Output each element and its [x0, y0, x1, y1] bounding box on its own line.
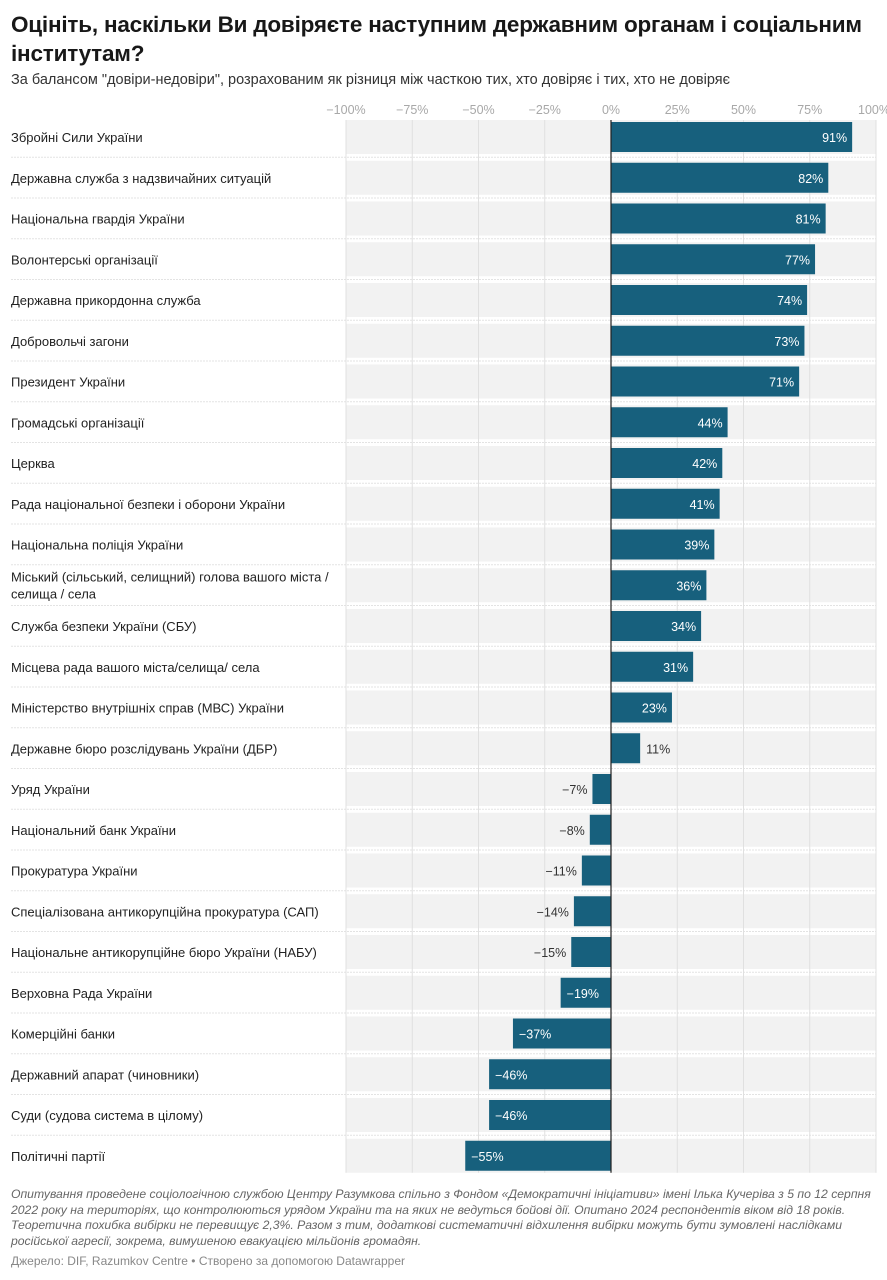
value-label: −15%	[534, 946, 566, 960]
category-label: Державне бюро розслідувань України (ДБР)	[11, 741, 277, 756]
bar-chart: −100% −75% −50% −25% 0% 25% 50% 75% 100% Збройні …	[11, 103, 887, 1173]
category-label: Уряд України	[11, 782, 90, 797]
x-tick-label: 0%	[602, 103, 620, 117]
chart-title: Оцініть, наскільки Ви довіряєте наступни…	[11, 12, 862, 66]
chart-notes: Опитування проведене соціологічною служб…	[11, 1187, 871, 1248]
bar	[611, 285, 808, 315]
category-label: Прокуратура України	[11, 864, 138, 879]
bar	[611, 611, 702, 641]
bar	[465, 1140, 611, 1171]
value-label: 81%	[796, 213, 821, 227]
x-tick-label: 75%	[797, 103, 822, 117]
category-label: Служба безпеки України (СБУ)	[11, 619, 197, 634]
bar	[611, 244, 816, 275]
category-label: Верховна Рада України	[11, 986, 152, 1001]
bar	[611, 122, 853, 152]
x-tick-label: −75%	[396, 103, 428, 117]
category-label: Церква	[11, 456, 56, 471]
x-tick-label: 50%	[731, 103, 756, 117]
value-label: 71%	[769, 376, 794, 390]
chart-subtitle: За балансом "довіри-недовіри", розрахова…	[11, 72, 731, 88]
category-label: Національний банк України	[11, 823, 176, 838]
x-tick-label: 100%	[858, 103, 887, 117]
bar	[512, 1018, 611, 1049]
bar	[611, 203, 826, 234]
value-label: −14%	[537, 905, 569, 919]
category-label: Державна прикордонна служба	[11, 293, 201, 308]
x-tick-label: −25%	[529, 103, 561, 117]
value-label: −8%	[559, 824, 584, 838]
value-label: 11%	[646, 742, 670, 756]
bar	[489, 1100, 611, 1130]
value-label: 91%	[822, 131, 847, 145]
category-label: Місцева рада вашого міста/селища/ села	[11, 660, 260, 675]
value-label: 39%	[684, 539, 709, 553]
category-label: Добровольчі загони	[11, 334, 129, 349]
category-label: Суди (судова система в цілому)	[11, 1108, 203, 1123]
category-label: Міністерство внутрішніх справ (МВС) Укра…	[11, 701, 284, 716]
bar	[611, 325, 805, 356]
bar	[581, 855, 611, 886]
value-label: 44%	[698, 416, 723, 430]
category-label: Волонтерські організації	[11, 252, 158, 267]
bar	[571, 937, 611, 967]
value-label: 74%	[777, 294, 802, 308]
value-label: 73%	[774, 335, 799, 349]
value-label: 42%	[692, 457, 717, 471]
category-label: Збройні Сили України	[11, 130, 143, 145]
value-label: 36%	[676, 579, 701, 593]
x-tick-label: 25%	[665, 103, 690, 117]
bar	[589, 814, 611, 845]
x-tick-label: −100%	[326, 103, 365, 117]
bar	[611, 733, 641, 764]
category-label: Комерційні банки	[11, 1027, 115, 1042]
category-label: Національне антикорупційне бюро України …	[11, 945, 317, 960]
value-label: −55%	[471, 1150, 503, 1164]
bar	[611, 651, 694, 682]
bar	[611, 570, 707, 601]
category-label: Державний апарат (чиновники)	[11, 1067, 199, 1082]
bar	[560, 977, 611, 1008]
bar	[611, 448, 723, 478]
x-tick-label: −50%	[462, 103, 494, 117]
bar	[611, 529, 715, 560]
value-label: 82%	[798, 172, 823, 186]
category-label: Спеціалізована антикорупційна прокуратур…	[11, 904, 319, 919]
bar	[611, 407, 728, 438]
bar	[611, 692, 672, 723]
category-label: Політичні партії	[11, 1149, 105, 1164]
value-label: −37%	[519, 1028, 551, 1042]
bar	[611, 488, 720, 519]
value-label: 31%	[663, 661, 688, 675]
category-label: Національна гвардія України	[11, 212, 185, 227]
category-label: Державна служба з надзвичайних ситуацій	[11, 171, 271, 186]
bar	[611, 162, 829, 193]
value-label: 34%	[671, 620, 696, 634]
category-label: Президент України	[11, 375, 125, 390]
category-label: Рада національної безпеки і оборони Укра…	[11, 497, 285, 512]
value-label: −46%	[495, 1068, 527, 1082]
category-label: Громадські організації	[11, 415, 145, 430]
value-label: 41%	[690, 498, 715, 512]
value-label: −7%	[562, 783, 587, 797]
bar	[489, 1059, 611, 1090]
value-label: −19%	[567, 987, 599, 1001]
category-label: Національна поліція України	[11, 538, 183, 553]
value-label: 77%	[785, 253, 810, 267]
value-label: −11%	[545, 865, 576, 879]
bar	[611, 366, 800, 397]
bar	[592, 774, 611, 804]
value-label: 23%	[642, 702, 667, 716]
category-label: Міський (сільський, селищний) голова ваш…	[11, 569, 329, 601]
chart-source: Джерело: DIF, Razumkov Centre • Створено…	[11, 1254, 405, 1268]
value-label: −46%	[495, 1109, 527, 1123]
bar	[573, 896, 611, 927]
